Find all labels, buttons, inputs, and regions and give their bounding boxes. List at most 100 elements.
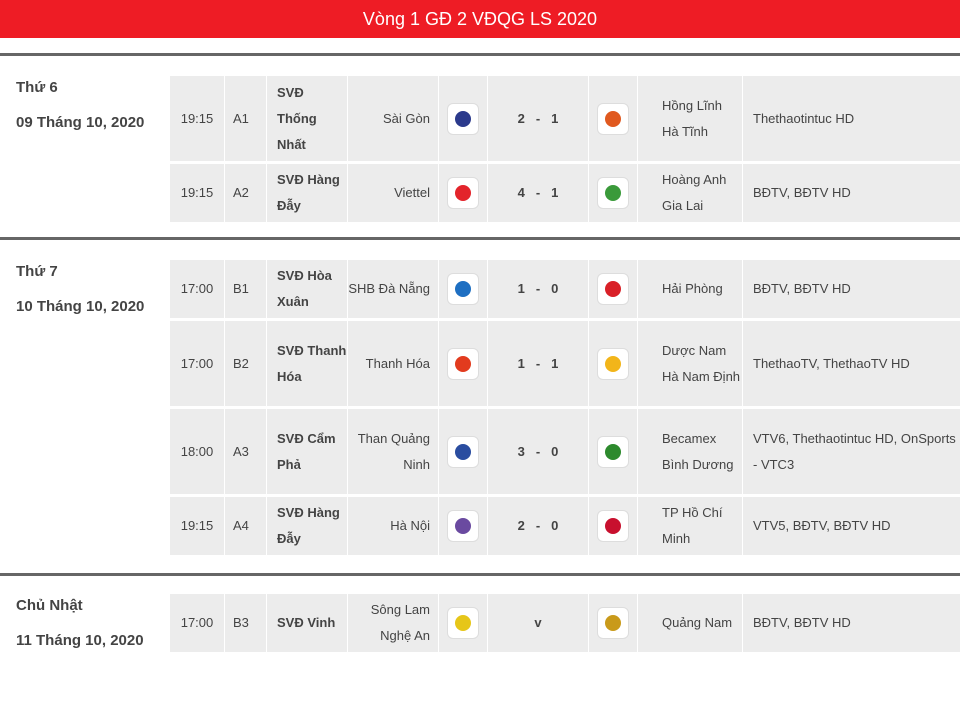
home-team: SHB Đà Nẵng: [348, 260, 439, 318]
tv-channels: VTV5, BĐTV, BĐTV HD: [743, 497, 960, 555]
stadium: SVĐ Vinh: [267, 594, 348, 652]
match-score: 2-1: [488, 76, 589, 161]
match-time: 18:00: [170, 409, 225, 494]
home-score: 2: [517, 110, 525, 126]
page-header: Vòng 1 GĐ 2 VĐQG LS 2020: [0, 0, 960, 38]
home-score: 2: [517, 518, 525, 533]
haiphong-logo: [597, 273, 629, 305]
away-score: 1: [551, 185, 559, 200]
match-code: A3: [225, 409, 267, 494]
tphcm-logo: [597, 510, 629, 542]
binhduong-logo: [597, 435, 629, 468]
day-date: 10 Tháng 10, 2020: [16, 298, 145, 315]
match-time: 19:15: [170, 76, 225, 161]
away-team: TP Hồ Chí Minh: [638, 497, 743, 555]
home-score: 4: [517, 185, 525, 200]
home-team: Sông Lam Nghệ An: [348, 594, 439, 652]
day-label: Thứ 6 09 Tháng 10, 2020: [16, 75, 166, 136]
away-score: 1: [551, 355, 559, 371]
day-name: Chủ Nhật: [16, 597, 83, 614]
tv-channels: VTV6, Thethaotintuc HD, OnSports - VTC3: [743, 409, 960, 494]
match-code: B1: [225, 260, 267, 318]
stadium: SVĐ Thanh Hóa: [267, 321, 348, 406]
match-time: 17:00: [170, 321, 225, 406]
stadium: SVĐ Hòa Xuân: [267, 260, 348, 318]
match-code: A1: [225, 76, 267, 161]
match-score: 2-0: [488, 497, 589, 555]
match-time: 19:15: [170, 497, 225, 555]
home-team: Viettel: [348, 164, 439, 222]
day-section: Thứ 7 10 Tháng 10, 2020 17:00 B1 SVĐ Hòa…: [0, 237, 960, 574]
match-table: 17:00 B3 SVĐ Vinh Sông Lam Nghệ An v Quả…: [170, 591, 960, 655]
match-time: 19:15: [170, 164, 225, 222]
day-section: Chủ Nhật 11 Tháng 10, 2020 17:00 B3 SVĐ …: [0, 573, 960, 703]
hatinh-logo: [597, 102, 629, 135]
stadium: SVĐ Hàng Đẫy: [267, 497, 348, 555]
match-row[interactable]: 19:15 A4 SVĐ Hàng Đẫy Hà Nội 2-0 TP Hồ C…: [170, 497, 960, 555]
tv-channels: Thethaotintuc HD: [743, 76, 960, 161]
away-score: 0: [551, 443, 559, 459]
tv-channels: BĐTV, BĐTV HD: [743, 164, 960, 222]
match-code: A4: [225, 497, 267, 555]
hagl-logo: [597, 177, 629, 209]
tv-channels: BĐTV, BĐTV HD: [743, 260, 960, 318]
away-score: 0: [551, 281, 559, 296]
match-row[interactable]: 19:15 A1 SVĐ Thống Nhất Sài Gòn 2-1 Hồng…: [170, 76, 960, 161]
day-date: 11 Tháng 10, 2020: [16, 632, 144, 649]
match-code: B2: [225, 321, 267, 406]
match-row[interactable]: 18:00 A3 SVĐ Cẩm Phả Than Quảng Ninh 3-0…: [170, 409, 960, 494]
home-score: 1: [517, 355, 525, 371]
match-score: v: [488, 594, 589, 652]
hanoi-logo: [447, 510, 479, 542]
tv-channels: BĐTV, BĐTV HD: [743, 594, 960, 652]
viettel-logo: [447, 177, 479, 209]
away-team: Becamex Bình Dương: [638, 409, 743, 494]
match-score: 1-1: [488, 321, 589, 406]
quangninh-logo: [447, 435, 479, 468]
thanhhoa-logo: [447, 347, 479, 380]
away-team: Hoàng Anh Gia Lai: [638, 164, 743, 222]
away-team: Dược Nam Hà Nam Định: [638, 321, 743, 406]
away-team: Quảng Nam: [638, 594, 743, 652]
match-time: 17:00: [170, 260, 225, 318]
match-row[interactable]: 17:00 B1 SVĐ Hòa Xuân SHB Đà Nẵng 1-0 Hả…: [170, 260, 960, 318]
match-code: B3: [225, 594, 267, 652]
day-name: Thứ 7: [16, 263, 58, 280]
day-date: 09 Tháng 10, 2020: [16, 114, 145, 131]
match-table: 19:15 A1 SVĐ Thống Nhất Sài Gòn 2-1 Hồng…: [170, 73, 960, 225]
home-team: Sài Gòn: [348, 76, 439, 161]
day-name: Thứ 6: [16, 79, 58, 96]
slna-logo: [447, 607, 479, 639]
match-time: 17:00: [170, 594, 225, 652]
stadium: SVĐ Hàng Đẫy: [267, 164, 348, 222]
versus-label: v: [534, 615, 542, 630]
home-team: Hà Nội: [348, 497, 439, 555]
danang-logo: [447, 273, 479, 305]
match-score: 4-1: [488, 164, 589, 222]
home-score: 3: [517, 443, 525, 459]
away-score: 0: [551, 518, 559, 533]
saigon-logo: [447, 102, 479, 135]
home-team: Than Quảng Ninh: [348, 409, 439, 494]
home-score: 1: [517, 281, 525, 296]
stadium: SVĐ Cẩm Phả: [267, 409, 348, 494]
match-score: 3-0: [488, 409, 589, 494]
day-section: Thứ 6 09 Tháng 10, 2020 19:15 A1 SVĐ Thố…: [0, 53, 960, 238]
page-title: Vòng 1 GĐ 2 VĐQG LS 2020: [362, 8, 598, 29]
match-row[interactable]: 19:15 A2 SVĐ Hàng Đẫy Viettel 4-1 Hoàng …: [170, 164, 960, 222]
namdinh-logo: [597, 347, 629, 380]
match-row[interactable]: 17:00 B3 SVĐ Vinh Sông Lam Nghệ An v Quả…: [170, 594, 960, 652]
match-score: 1-0: [488, 260, 589, 318]
day-label: Chủ Nhật 11 Tháng 10, 2020: [16, 593, 166, 654]
quangnam-logo: [597, 607, 629, 639]
tv-channels: ThethaoTV, ThethaoTV HD: [743, 321, 960, 406]
home-team: Thanh Hóa: [348, 321, 439, 406]
match-code: A2: [225, 164, 267, 222]
match-row[interactable]: 17:00 B2 SVĐ Thanh Hóa Thanh Hóa 1-1 Dượ…: [170, 321, 960, 406]
stadium: SVĐ Thống Nhất: [267, 76, 348, 161]
away-team: Hồng Lĩnh Hà Tĩnh: [638, 76, 743, 161]
away-team: Hải Phòng: [638, 260, 743, 318]
day-label: Thứ 7 10 Tháng 10, 2020: [16, 259, 166, 320]
match-table: 17:00 B1 SVĐ Hòa Xuân SHB Đà Nẵng 1-0 Hả…: [170, 257, 960, 558]
away-score: 1: [551, 110, 559, 126]
